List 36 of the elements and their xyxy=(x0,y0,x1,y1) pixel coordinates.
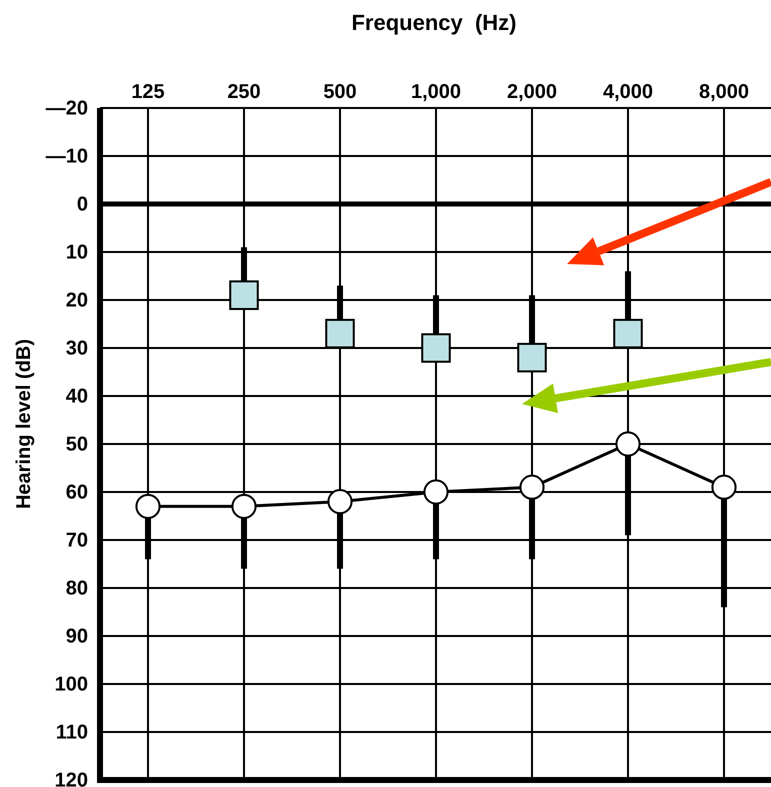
y-tick-label: 70 xyxy=(66,529,88,552)
y-tick-label: 50 xyxy=(66,433,88,456)
y-tick-label: 40 xyxy=(66,385,88,408)
point xyxy=(135,494,161,519)
y-tick-label: 20 xyxy=(66,289,88,312)
y-tick-label: 30 xyxy=(66,337,88,360)
y-tick-label: 10 xyxy=(66,241,88,264)
point xyxy=(517,342,547,372)
x-tick-label: 8,000 xyxy=(698,81,750,103)
x-axis-title: Frequency (Hz) xyxy=(351,10,517,35)
point xyxy=(423,479,449,505)
point xyxy=(613,318,643,348)
point xyxy=(519,474,545,500)
y-tick-label: 100 xyxy=(54,673,88,696)
y-tick-label: —10 xyxy=(46,145,88,168)
point xyxy=(615,431,641,457)
x-tick-label: 500 xyxy=(323,81,357,103)
x-tick-label: 4,000 xyxy=(602,81,654,103)
y-tick-label: 90 xyxy=(66,625,88,648)
y-tick-label: 60 xyxy=(66,481,88,504)
x-tick-label: 1,000 xyxy=(410,81,462,103)
y-axis-title: Hearing level (dB) xyxy=(13,338,35,510)
y-tick-label: 110 xyxy=(56,721,88,744)
point xyxy=(327,489,353,514)
point xyxy=(229,280,259,310)
y-tick-label: 120 xyxy=(54,769,88,787)
y-tick-label: 80 xyxy=(66,577,88,600)
y-tick-label: —20 xyxy=(46,97,88,120)
point xyxy=(325,318,355,348)
point xyxy=(711,474,737,500)
point xyxy=(231,494,257,519)
x-tick-label: 2,000 xyxy=(506,81,558,103)
x-tick-label: 125 xyxy=(131,81,165,103)
y-tick-label: 0 xyxy=(76,193,88,216)
x-tick-label: 250 xyxy=(227,81,261,103)
point xyxy=(421,333,451,363)
